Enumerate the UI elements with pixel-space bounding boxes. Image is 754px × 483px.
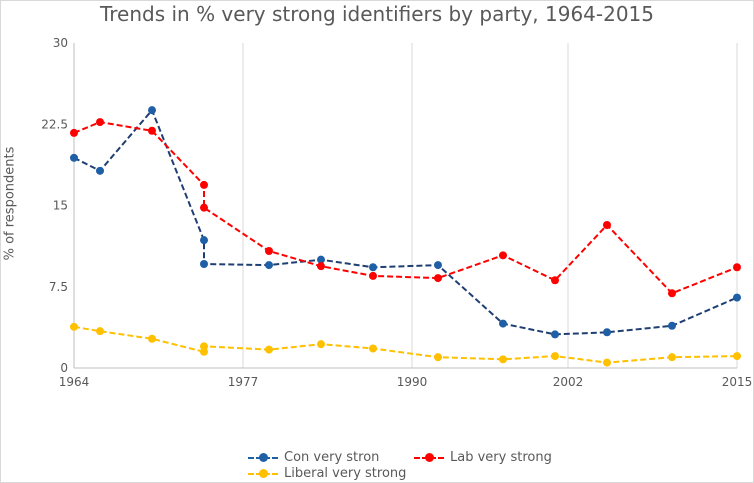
data-point-series-2 [551, 352, 559, 361]
data-point-series-2 [317, 340, 325, 349]
data-point-series-1 [551, 276, 559, 285]
x-tick-label: 1964 [59, 375, 90, 389]
data-point-series-2 [668, 353, 676, 362]
x-tick-label: 1977 [228, 375, 259, 389]
data-point-series-0 [70, 153, 78, 162]
data-point-series-0 [200, 236, 208, 245]
data-point-series-0 [733, 293, 741, 302]
data-point-series-1 [434, 274, 442, 283]
data-point-series-0 [265, 261, 273, 270]
legend-item-con: Con very stron [248, 450, 379, 465]
legend-label-lab: Lab very strong [450, 450, 552, 465]
data-point-series-1 [603, 221, 611, 229]
data-point-series-2 [733, 352, 741, 361]
data-point-series-0 [369, 263, 377, 272]
data-point-series-0 [200, 260, 208, 268]
data-point-series-2 [603, 358, 611, 367]
x-tick-label: 2015 [722, 375, 753, 389]
legend-item-lab: Lab very strong [414, 450, 552, 465]
x-tick-label: 2002 [553, 375, 584, 389]
x-tick-label: 1990 [397, 375, 428, 389]
y-tick-label: 30 [53, 36, 68, 50]
data-point-series-0 [551, 330, 559, 339]
y-tick-label: 15 [53, 199, 68, 213]
data-point-series-1 [200, 180, 208, 189]
data-point-series-0 [499, 319, 507, 328]
data-point-series-0 [668, 321, 676, 330]
data-point-series-2 [96, 327, 104, 336]
legend-label-con: Con very stron [284, 450, 380, 465]
data-point-series-1 [96, 118, 104, 127]
data-point-series-0 [434, 261, 442, 270]
data-point-series-1 [148, 126, 156, 135]
legend-label-liberal: Liberal very strong [284, 466, 407, 481]
data-point-series-2 [200, 342, 208, 351]
data-point-series-1 [733, 263, 741, 272]
legend-swatch-lab [414, 452, 444, 463]
legend-item-liberal: Liberal very strong [248, 466, 406, 481]
series-line-1 [73, 121, 738, 295]
data-point-series-2 [148, 334, 156, 343]
data-point-series-1 [499, 251, 507, 260]
y-tick-label: 22.5 [41, 117, 68, 131]
data-point-series-2 [499, 355, 507, 364]
data-point-series-1 [317, 262, 325, 271]
series-line-2 [73, 325, 738, 364]
chart-title: Trends in % very strong identifiers by p… [99, 2, 655, 26]
data-point-series-2 [434, 353, 442, 362]
data-point-series-1 [200, 203, 208, 212]
y-tick-label: 0 [60, 361, 68, 375]
data-point-series-2 [265, 345, 273, 354]
data-point-series-0 [603, 328, 611, 337]
y-tick-label: 7.5 [49, 280, 68, 294]
data-point-series-0 [148, 106, 156, 115]
data-point-series-1 [265, 247, 273, 255]
data-point-series-0 [96, 166, 104, 175]
series-line-0 [73, 108, 738, 336]
chart-legend: Con very stron Lab very strong Liberal v… [0, 448, 754, 482]
data-point-series-0 [317, 255, 325, 264]
data-point-series-1 [668, 289, 676, 298]
data-point-series-1 [369, 271, 377, 280]
data-point-series-1 [70, 128, 78, 137]
legend-swatch-con [248, 452, 278, 463]
data-point-series-2 [70, 322, 78, 331]
legend-swatch-liberal [248, 468, 278, 479]
data-point-series-2 [369, 344, 377, 353]
